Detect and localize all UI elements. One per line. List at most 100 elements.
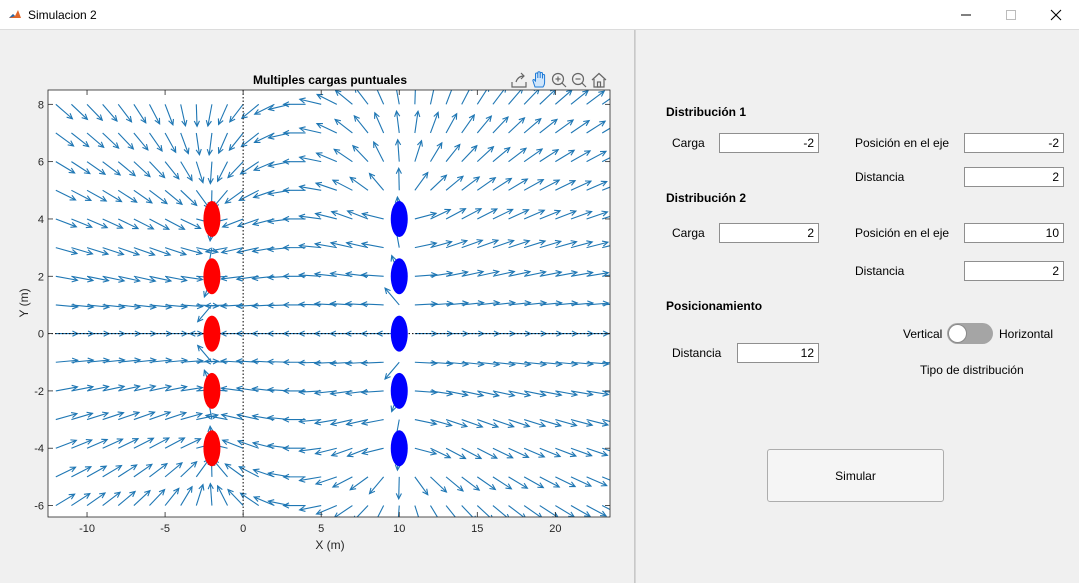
field-arrow [252,496,275,507]
field-arrow [331,476,353,488]
field-arrow [601,476,610,481]
field-arrow [86,465,108,478]
field-arrow [349,176,369,191]
field-arrow [360,241,384,249]
field-arrow [180,104,188,128]
field-arrow [414,271,439,279]
field-arrow [71,411,94,421]
field-arrow [353,505,369,517]
field-arrow [477,419,500,429]
x-tick-label: 5 [318,523,324,535]
field-arrow [102,161,122,176]
field-arrow [361,447,384,456]
field-arrow [102,491,122,506]
field-arrow [149,411,172,421]
dist2-carga-field[interactable] [719,223,819,243]
home-icon[interactable] [591,72,607,88]
field-arrow [476,90,490,105]
dist1-distancia-field[interactable] [964,167,1064,187]
negative-charge [203,430,221,467]
field-arrow [149,488,166,506]
field-arrow [555,447,578,458]
field-arrow [102,103,118,122]
arrow-field [55,90,610,517]
field-arrow [586,390,610,397]
field-arrow [539,419,563,428]
field-arrow [180,460,198,478]
y-tick-label: -2 [34,386,44,398]
dist2-posicion-field[interactable] [964,223,1064,243]
axes-area[interactable] [48,90,610,517]
field-arrow [414,447,438,456]
zoom-in-icon[interactable] [551,72,567,88]
field-arrow [492,239,515,249]
field-arrow [314,447,337,456]
field-arrow [313,241,337,249]
positive-charge [390,372,408,409]
field-arrow [236,412,259,421]
negative-charge [203,372,221,409]
zoom-out-icon[interactable] [571,72,587,88]
switch-knob[interactable] [948,324,967,343]
field-arrow [361,211,384,220]
pan-hand-icon[interactable] [532,71,546,88]
field-arrow [523,148,544,163]
field-arrow [86,492,107,506]
dist1-posicion-field[interactable] [964,133,1064,153]
field-arrow [298,126,322,134]
minimize-button[interactable] [943,0,989,30]
field-arrow [206,132,213,157]
field-arrow [180,247,204,256]
field-arrow [414,109,421,134]
field-arrow [586,447,609,457]
field-arrow [430,208,452,220]
field-arrow [476,476,497,491]
field-arrow [314,181,337,191]
chart-title: Multiples cargas puntuales [253,73,407,87]
field-arrow [429,90,435,105]
field-arrow [133,218,155,230]
field-arrow [118,247,141,257]
field-arrow [430,174,448,191]
field-arrow [555,390,579,398]
export-icon[interactable] [511,72,527,88]
axes-toolbar [511,71,607,88]
field-arrow [508,239,531,249]
field-arrow [86,218,109,229]
dist1-carga-field[interactable] [719,133,819,153]
simular-button[interactable]: Simular [767,449,944,502]
field-arrow [445,447,467,460]
field-arrow [71,275,95,283]
field-arrow [570,390,594,397]
maximize-button[interactable] [988,0,1034,30]
dist2-distancia-field[interactable] [964,261,1064,281]
field-arrow [149,132,163,153]
field-arrow [329,419,353,427]
field-plot[interactable]: -10 -5 0 5 10 15 20 -6 -4 -2 0 2 4 6 8 Multiples carga… [0,30,634,583]
field-arrow [570,476,593,487]
field-arrow [508,90,523,105]
field-arrow [55,161,76,174]
field-arrow [523,447,546,458]
field-arrow [394,138,402,162]
field-arrow [267,161,291,169]
close-button[interactable] [1033,0,1079,30]
field-arrow [133,384,157,392]
field-arrow [360,301,384,308]
field-arrow [586,120,607,134]
toggle-caption: Tipo de distribución [920,363,1024,377]
field-arrow [430,141,443,162]
posicionamiento-distancia-field[interactable] [737,343,819,363]
positive-charge [390,430,408,467]
field-arrow [539,270,563,277]
field-arrow [298,155,322,163]
field-arrow [133,247,156,257]
field-arrow [414,359,439,367]
field-arrow [461,390,485,398]
field-arrow [539,390,563,398]
field-arrow [217,104,229,126]
distribution-type-switch[interactable] [947,323,993,344]
field-arrow [207,482,214,506]
field-arrow [461,113,476,134]
field-arrow [586,90,606,105]
